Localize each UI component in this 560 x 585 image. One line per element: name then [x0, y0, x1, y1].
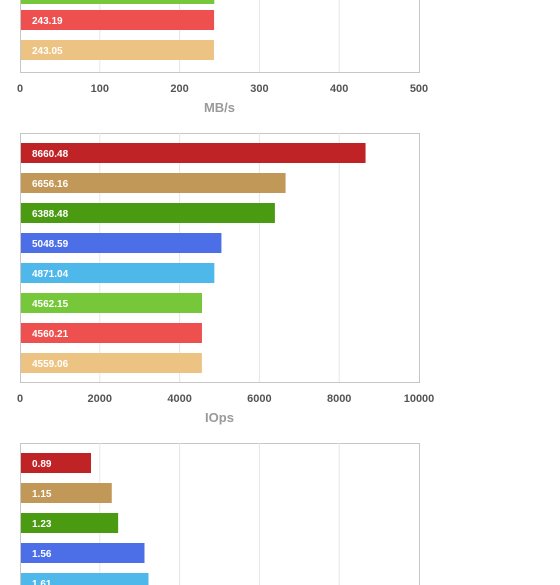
- x-tick-label: 4000: [167, 393, 191, 405]
- bar-value-label: 1.56: [32, 549, 52, 560]
- chart-2: 8660.48 6656.16 6388.48 5048.59 4871.04 4562.…: [17, 133, 434, 425]
- bar-value-label: 4560.21: [32, 329, 69, 340]
- bar: [21, 483, 112, 503]
- bar-value-label: 1.61: [32, 579, 52, 585]
- x-tick-label: 400: [330, 83, 348, 95]
- x-tick-label: 300: [250, 83, 268, 95]
- x-tick-label: 10000: [404, 393, 435, 405]
- bar-value-label: 4562.15: [32, 299, 69, 310]
- bar-value-label: 8660.48: [32, 149, 69, 160]
- bar: [21, 353, 202, 373]
- bar: [21, 323, 202, 343]
- bar-value-label: 4871.04: [32, 269, 69, 280]
- bar: [21, 10, 215, 30]
- x-axis-label: IOps: [205, 410, 234, 425]
- bar: [21, 293, 203, 313]
- x-tick-label: 8000: [327, 393, 351, 405]
- bar-partial: [21, 0, 215, 4]
- bar-value-label: 243.05: [32, 46, 63, 57]
- bar: [21, 513, 119, 533]
- chart-3: 0.89 1.15 1.23 1.56 1.61: [20, 443, 420, 585]
- x-tick-label: 2000: [88, 393, 112, 405]
- bar-value-label: 6656.16: [32, 179, 69, 190]
- bar: [21, 573, 149, 585]
- x-axis-label: MB/s: [204, 100, 235, 115]
- bar-value-label: 4559.06: [32, 359, 69, 370]
- x-tick-label: 500: [410, 83, 428, 95]
- chart-1: 243.19 243.05 0 100 200 300 400 500 MB/s: [17, 0, 428, 115]
- bar-value-label: 6388.48: [32, 209, 69, 220]
- plot-frame: [20, 133, 420, 383]
- bar-value-label: 1.23: [32, 519, 52, 530]
- bar: [21, 143, 366, 163]
- bar: [21, 173, 286, 193]
- bar: [21, 40, 214, 60]
- bar-value-label: 0.89: [32, 459, 52, 470]
- x-tick-label: 0: [17, 393, 23, 405]
- x-tick-label: 100: [91, 83, 109, 95]
- bar-value-label: 1.15: [32, 489, 52, 500]
- bar: [21, 233, 222, 253]
- bar-value-label: 5048.59: [32, 239, 69, 250]
- bar-value-label: 243.19: [32, 16, 63, 27]
- bar: [21, 453, 92, 473]
- bar: [21, 543, 145, 563]
- bar: [21, 263, 215, 283]
- x-tick-label: 0: [17, 83, 23, 95]
- bar: [21, 203, 275, 223]
- x-tick-label: 6000: [247, 393, 271, 405]
- x-tick-label: 200: [170, 83, 188, 95]
